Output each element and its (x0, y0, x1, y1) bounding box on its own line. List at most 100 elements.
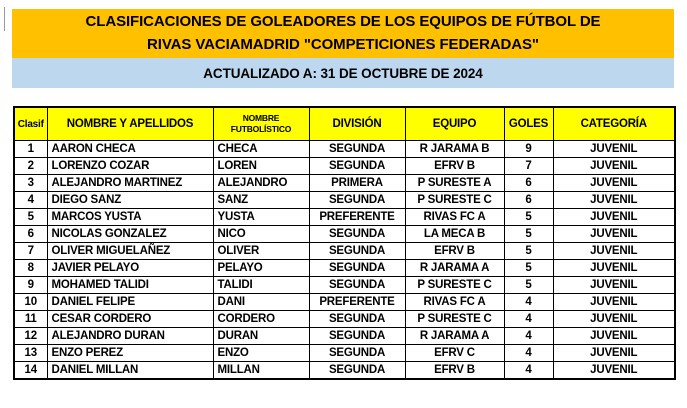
cell-nombre-futbolistico: YUSTA (212, 208, 310, 226)
cell-clasif: 10 (13, 293, 48, 311)
table-row: 8 JAVIER PELAYO PELAYO SEGUNDA R JARAMA A 5 JU… (13, 259, 676, 277)
cell-division: SEGUNDA (308, 140, 406, 158)
cell-clasif: 1 (13, 140, 48, 158)
table-row: 3 ALEJANDRO MARTINEZ ALEJANDRO PRIMERA P SUR… (13, 174, 676, 192)
cell-division: SEGUNDA (308, 276, 406, 294)
page-title-line1: CLASIFICACIONES DE GOLEADORES DE LOS EQU… (85, 13, 601, 30)
col-header-categoria: CATEGORÍA (552, 106, 676, 141)
cell-equipo: EFRV B (404, 157, 505, 175)
cell-nombre-apellidos: AARON CHECA (46, 140, 214, 158)
cell-equipo: P SURESTE C (404, 191, 505, 209)
cell-nombre-apellidos: ALEJANDRO DURAN (46, 327, 214, 345)
cell-categoria: JUVENIL (552, 242, 676, 260)
cell-nombre-futbolistico: TALIDI (212, 276, 310, 294)
cell-goles: 4 (503, 344, 554, 362)
cell-division: PREFERENTE (308, 208, 406, 226)
cell-goles: 5 (503, 276, 554, 294)
cell-equipo: LA MECA B (404, 225, 505, 243)
cell-nombre-futbolistico: OLIVER (212, 242, 310, 260)
cell-nombre-futbolistico: CHECA (212, 140, 310, 158)
cell-categoria: JUVENIL (552, 225, 676, 243)
cell-clasif: 3 (13, 174, 48, 192)
col-header-division: DIVISIÓN (308, 106, 406, 141)
cell-categoria: JUVENIL (552, 276, 676, 294)
cell-equipo: R JARAMA A (404, 327, 505, 345)
table-row: 7 OLIVER MIGUELAÑEZ OLIVER SEGUNDA EFRV B 5 JU… (13, 242, 676, 260)
cell-goles: 4 (503, 293, 554, 311)
cell-equipo: P SURESTE A (404, 174, 505, 192)
cell-nombre-futbolistico: SANZ (212, 191, 310, 209)
cell-goles: 5 (503, 259, 554, 277)
cell-categoria: JUVENIL (552, 293, 676, 311)
col-header-goles: GOLES (503, 106, 554, 141)
cell-goles: 9 (503, 140, 554, 158)
cell-clasif: 9 (13, 276, 48, 294)
cell-nombre-apellidos: LORENZO COZAR (46, 157, 214, 175)
cell-categoria: JUVENIL (552, 259, 676, 277)
cell-equipo: P SURESTE C (404, 310, 505, 328)
col-header-nombre-futbolistico: NOMBRE FUTBOLÍSTICO (212, 106, 310, 141)
table-row: 2 LORENZO COZAR LOREN SEGUNDA EFRV B 7 JUVENIL (13, 157, 676, 175)
cell-nombre-futbolistico: PELAYO (212, 259, 310, 277)
cell-nombre-apellidos: OLIVER MIGUELAÑEZ (46, 242, 214, 260)
cell-clasif: 4 (13, 191, 48, 209)
cell-division: PRIMERA (308, 174, 406, 192)
cell-categoria: JUVENIL (552, 361, 676, 380)
updated-date-text: ACTUALIZADO A: 31 DE OCTUBRE DE 2024 (203, 65, 483, 81)
updated-date-banner: ACTUALIZADO A: 31 DE OCTUBRE DE 2024 (12, 58, 674, 88)
col-header-nombre-apellidos: NOMBRE Y APELLIDOS (46, 106, 214, 141)
left-edge-gridline (4, 7, 5, 31)
cell-equipo: EFRV B (404, 361, 505, 380)
table-header-row: Clasif NOMBRE Y APELLIDOS NOMBRE FUTBOLÍ… (13, 106, 676, 141)
cell-nombre-apellidos: DIEGO SANZ (46, 191, 214, 209)
cell-goles: 4 (503, 310, 554, 328)
cell-clasif: 14 (13, 361, 48, 380)
cell-equipo: R JARAMA B (404, 140, 505, 158)
table-row: 14 DANIEL MILLAN MILLAN SEGUNDA EFRV B 4 JUVEN… (13, 361, 676, 380)
table-row: 4 DIEGO SANZ SANZ SEGUNDA P SURESTE C 6 JUVENI… (13, 191, 676, 209)
cell-nombre-futbolistico: CORDERO (212, 310, 310, 328)
cell-goles: 5 (503, 225, 554, 243)
cell-division: SEGUNDA (308, 344, 406, 362)
cell-clasif: 6 (13, 225, 48, 243)
cell-division: SEGUNDA (308, 191, 406, 209)
cell-goles: 7 (503, 157, 554, 175)
cell-division: SEGUNDA (308, 242, 406, 260)
cell-nombre-futbolistico: LOREN (212, 157, 310, 175)
table-body: 1 AARON CHECA CHECA SEGUNDA R JARAMA B 9 JUVEN… (13, 140, 676, 380)
col-header-equipo: EQUIPO (404, 106, 505, 141)
cell-division: SEGUNDA (308, 157, 406, 175)
cell-categoria: JUVENIL (552, 191, 676, 209)
cell-clasif: 13 (13, 344, 48, 362)
cell-categoria: JUVENIL (552, 208, 676, 226)
cell-equipo: EFRV C (404, 344, 505, 362)
page-title: CLASIFICACIONES DE GOLEADORES DE LOS EQU… (12, 9, 674, 58)
cell-nombre-apellidos: CESAR CORDERO (46, 310, 214, 328)
page-title-line2: RIVAS VACIAMADRID "COMPETICIONES FEDERAD… (147, 35, 539, 53)
cell-nombre-apellidos: DANIEL FELIPE (46, 293, 214, 311)
cell-categoria: JUVENIL (552, 310, 676, 328)
cell-division: PREFERENTE (308, 293, 406, 311)
cell-goles: 4 (503, 361, 554, 380)
scorers-table: Clasif NOMBRE Y APELLIDOS NOMBRE FUTBOLÍ… (13, 106, 676, 380)
cell-nombre-apellidos: MOHAMED TALIDI (46, 276, 214, 294)
cell-clasif: 5 (13, 208, 48, 226)
cell-nombre-futbolistico: DANI (212, 293, 310, 311)
table-row: 11 CESAR CORDERO CORDERO SEGUNDA P SURESTE C… (13, 310, 676, 328)
cell-clasif: 7 (13, 242, 48, 260)
cell-nombre-apellidos: DANIEL MILLAN (46, 361, 214, 380)
cell-clasif: 12 (13, 327, 48, 345)
cell-categoria: JUVENIL (552, 327, 676, 345)
cell-nombre-futbolistico: DURAN (212, 327, 310, 345)
cell-nombre-futbolistico: ENZO (212, 344, 310, 362)
cell-nombre-futbolistico: MILLAN (212, 361, 310, 380)
cell-nombre-apellidos: ALEJANDRO MARTINEZ (46, 174, 214, 192)
cell-clasif: 11 (13, 310, 48, 328)
cell-goles: 6 (503, 191, 554, 209)
cell-categoria: JUVENIL (552, 140, 676, 158)
